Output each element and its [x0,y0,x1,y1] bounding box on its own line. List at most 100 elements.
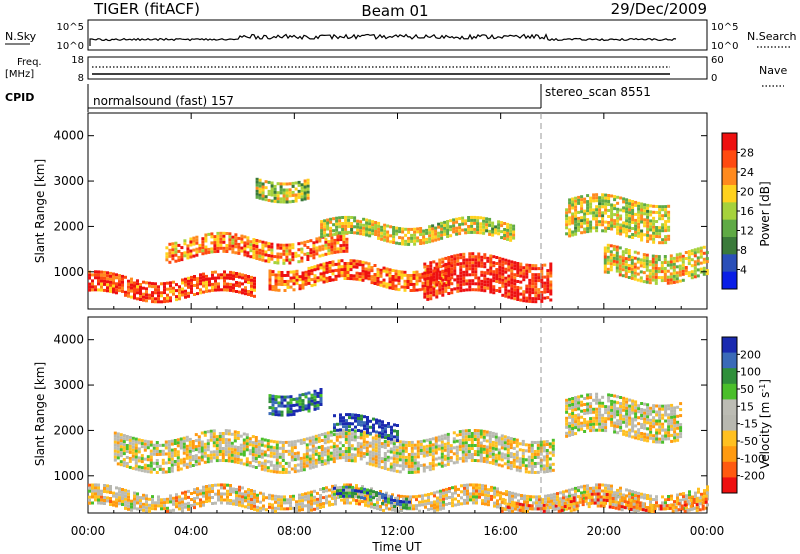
heatmap-cell [609,250,613,254]
heatmap-cell [624,257,628,261]
heatmap-cell [431,449,435,453]
heatmap-cell [192,242,196,246]
heatmap-cell [592,208,596,212]
heatmap-cell [155,453,159,456]
heatmap-cell [277,495,280,499]
heatmap-cell [537,297,541,301]
heatmap-cell [390,501,393,505]
heatmap-cell [286,285,290,289]
heatmap-cell [289,404,293,408]
heatmap-cell [440,440,444,444]
heatmap-cell [492,261,496,265]
heatmap-cell [124,500,127,504]
heatmap-cell [319,494,322,497]
heatmap-cell [131,451,135,455]
heatmap-cell [631,490,634,494]
heatmap-cell [139,499,142,503]
heatmap-cell [208,490,211,494]
heatmap-cell [279,182,283,186]
heatmap-cell [116,462,120,466]
heatmap-cell [521,457,525,461]
heatmap-cell [476,432,480,436]
heatmap-cell [201,246,205,250]
heatmap-cell [642,280,646,284]
heatmap-cell [610,218,614,222]
heatmap-cell [301,280,305,284]
heatmap-cell [646,221,650,225]
heatmap-cell [242,432,246,436]
heatmap-cell [477,252,481,256]
heatmap-cell [376,501,379,505]
heatmap-cell [483,253,487,257]
heatmap-cell [477,276,481,280]
heatmap-cell [459,268,463,272]
heatmap-cell [254,439,258,442]
heatmap-cell [228,232,232,236]
heatmap-cell [429,273,433,277]
heatmap-cell [235,275,238,278]
heatmap-cell [542,455,546,459]
heatmap-cell [276,243,280,247]
heatmap-cell [286,413,290,417]
heatmap-cell [440,437,444,441]
heatmap-cell [628,199,632,203]
heatmap-cell [270,248,274,252]
heatmap-cell [213,244,217,248]
heatmap-cell [529,498,532,502]
heatmap-cell [580,219,584,223]
heatmap-cell [208,283,211,287]
heatmap-cell [214,270,217,274]
heatmap-cell [508,497,511,500]
heatmap-cell [301,274,305,278]
heatmap-cell [383,467,387,470]
heatmap-cell [535,501,538,505]
heatmap-cell [305,437,309,441]
heatmap-cell [696,259,700,263]
heatmap-cell [395,226,399,230]
heatmap-cell [574,226,578,230]
heatmap-cell [115,486,118,490]
heatmap-cell [443,436,447,440]
heatmap-cell [410,446,414,450]
heatmap-cell [173,448,177,451]
heatmap-cell [206,445,210,449]
heatmap-cell [261,258,265,262]
heatmap-cell [97,495,100,499]
heatmap-cell [530,446,534,450]
heatmap-cell [103,490,106,493]
heatmap-cell [109,283,112,287]
heatmap-cell [441,260,445,264]
heatmap-cell [295,503,298,507]
heatmap-cell [453,272,457,276]
heatmap-cell [232,286,235,290]
heatmap-cell [281,444,285,447]
heatmap-cell [568,216,572,220]
heatmap-cell [486,277,490,281]
heatmap-cell [118,496,121,500]
heatmap-cell [302,459,306,463]
heatmap-cell [444,262,448,266]
heatmap-cell [513,279,517,283]
heatmap-cell [658,208,662,212]
heatmap-cell [128,435,132,439]
heatmap-cell [362,229,366,233]
heatmap-cell [407,239,411,243]
heatmap-cell [353,231,357,235]
heatmap-cell [235,272,238,275]
heatmap-cell [127,507,130,511]
heatmap-cell [321,253,325,257]
heatmap-cell [396,502,399,506]
heatmap-cell [262,492,265,496]
heatmap-cell [349,501,352,505]
heatmap-cell [408,497,411,501]
heatmap-cell [176,468,180,472]
heatmap-cell [137,468,141,472]
heatmap-cell [415,276,419,280]
heatmap-cell [100,282,103,286]
heatmap-cell [344,227,348,231]
heatmap-cell [415,282,419,286]
heatmap-cell [109,271,112,275]
heatmap-cell [345,494,348,498]
heatmap-cell [377,459,381,463]
heatmap-cell [565,498,568,502]
